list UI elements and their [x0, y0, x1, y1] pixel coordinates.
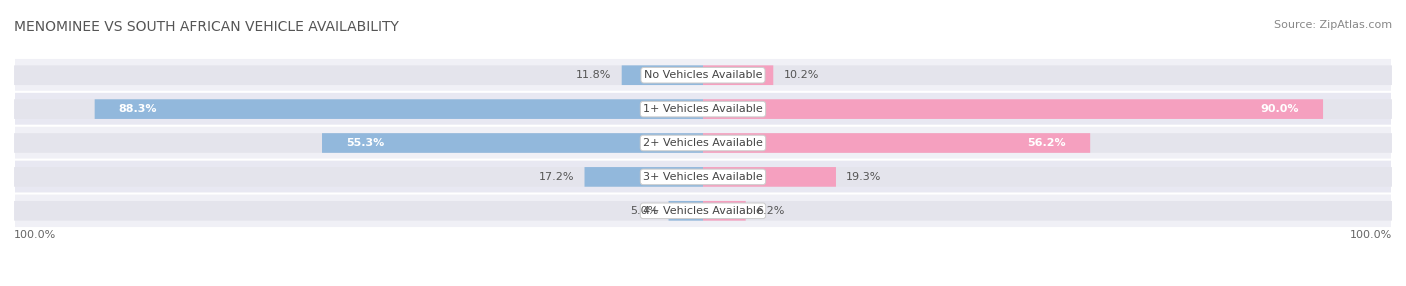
- FancyBboxPatch shape: [703, 133, 1392, 153]
- FancyBboxPatch shape: [703, 167, 837, 187]
- Text: 56.2%: 56.2%: [1028, 138, 1066, 148]
- FancyBboxPatch shape: [14, 194, 1392, 228]
- FancyBboxPatch shape: [703, 201, 1392, 221]
- Text: 10.2%: 10.2%: [783, 70, 818, 80]
- Text: Source: ZipAtlas.com: Source: ZipAtlas.com: [1274, 20, 1392, 30]
- FancyBboxPatch shape: [14, 58, 1392, 92]
- FancyBboxPatch shape: [14, 126, 1392, 160]
- FancyBboxPatch shape: [14, 201, 703, 221]
- FancyBboxPatch shape: [703, 65, 773, 85]
- FancyBboxPatch shape: [669, 201, 703, 221]
- Text: 1+ Vehicles Available: 1+ Vehicles Available: [643, 104, 763, 114]
- Text: 88.3%: 88.3%: [118, 104, 157, 114]
- FancyBboxPatch shape: [703, 201, 745, 221]
- FancyBboxPatch shape: [703, 133, 1090, 153]
- Text: 2+ Vehicles Available: 2+ Vehicles Available: [643, 138, 763, 148]
- Text: 90.0%: 90.0%: [1260, 104, 1299, 114]
- FancyBboxPatch shape: [94, 99, 703, 119]
- FancyBboxPatch shape: [585, 167, 703, 187]
- FancyBboxPatch shape: [14, 99, 703, 119]
- FancyBboxPatch shape: [14, 167, 703, 187]
- FancyBboxPatch shape: [322, 133, 703, 153]
- Text: MENOMINEE VS SOUTH AFRICAN VEHICLE AVAILABILITY: MENOMINEE VS SOUTH AFRICAN VEHICLE AVAIL…: [14, 20, 399, 34]
- Text: 55.3%: 55.3%: [346, 138, 384, 148]
- Text: 19.3%: 19.3%: [846, 172, 882, 182]
- FancyBboxPatch shape: [703, 99, 1392, 119]
- Text: 100.0%: 100.0%: [1350, 230, 1392, 239]
- Text: 4+ Vehicles Available: 4+ Vehicles Available: [643, 206, 763, 216]
- FancyBboxPatch shape: [621, 65, 703, 85]
- Text: 6.2%: 6.2%: [756, 206, 785, 216]
- FancyBboxPatch shape: [703, 65, 1392, 85]
- Text: 17.2%: 17.2%: [538, 172, 574, 182]
- FancyBboxPatch shape: [703, 99, 1323, 119]
- FancyBboxPatch shape: [14, 65, 703, 85]
- Text: 100.0%: 100.0%: [14, 230, 56, 239]
- FancyBboxPatch shape: [14, 133, 703, 153]
- Text: 3+ Vehicles Available: 3+ Vehicles Available: [643, 172, 763, 182]
- Text: 11.8%: 11.8%: [576, 70, 612, 80]
- FancyBboxPatch shape: [703, 167, 1392, 187]
- FancyBboxPatch shape: [14, 92, 1392, 126]
- Text: No Vehicles Available: No Vehicles Available: [644, 70, 762, 80]
- Text: 5.0%: 5.0%: [630, 206, 658, 216]
- FancyBboxPatch shape: [14, 160, 1392, 194]
